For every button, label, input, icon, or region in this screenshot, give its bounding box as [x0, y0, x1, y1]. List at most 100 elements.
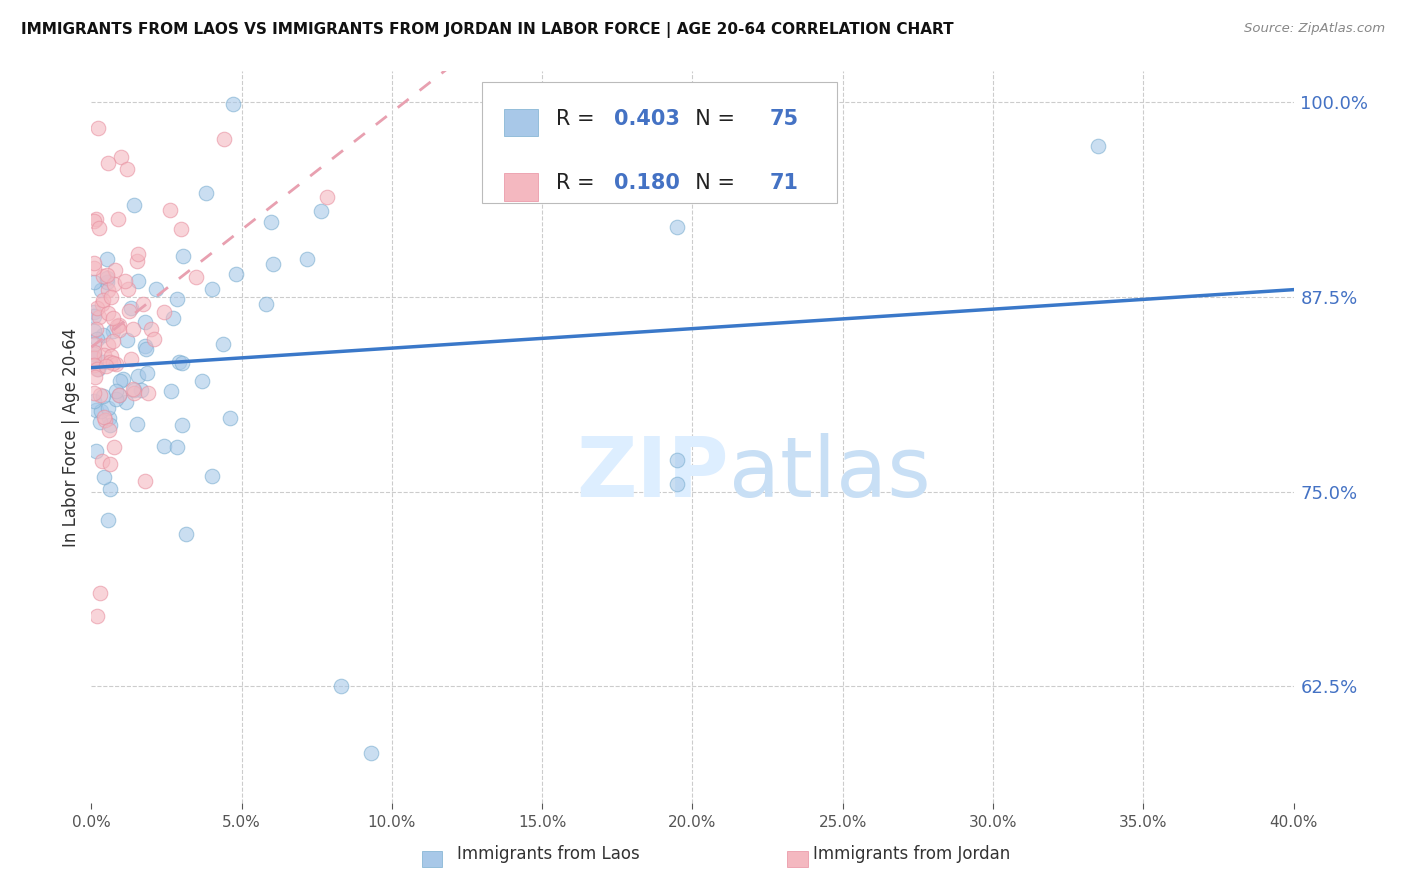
Point	[89, 388, 111, 402]
Point	[110, 374, 132, 388]
Point	[174, 527, 197, 541]
Text: ZIP: ZIP	[576, 434, 728, 514]
Point	[91, 355, 114, 369]
Point	[98, 423, 121, 437]
Point	[96, 275, 118, 289]
Point	[84, 211, 107, 226]
Text: IMMIGRANTS FROM LAOS VS IMMIGRANTS FROM JORDAN IN LABOR FORCE | AGE 20-64 CORREL: IMMIGRANTS FROM LAOS VS IMMIGRANTS FROM …	[21, 22, 953, 38]
Point	[225, 267, 247, 281]
Y-axis label: In Labor Force | Age 20-64: In Labor Force | Age 20-64	[62, 327, 80, 547]
Point	[125, 417, 148, 431]
Point	[103, 440, 125, 454]
Point	[97, 283, 120, 297]
Point	[83, 346, 105, 360]
Point	[139, 322, 162, 336]
Point	[104, 392, 127, 406]
Point	[103, 277, 125, 291]
Point	[84, 444, 107, 458]
Point	[212, 132, 235, 146]
Point	[170, 222, 193, 236]
Point	[83, 324, 105, 338]
Point	[90, 296, 112, 310]
Point	[134, 339, 156, 353]
Point	[91, 293, 114, 308]
Point	[191, 374, 214, 388]
Point	[83, 337, 105, 351]
Point	[108, 388, 131, 402]
Point	[98, 457, 121, 471]
Point	[101, 334, 124, 348]
Text: R =: R =	[555, 173, 602, 194]
Point	[89, 220, 111, 235]
Point	[162, 310, 184, 325]
Point	[83, 213, 105, 227]
Bar	[503, 109, 538, 136]
Text: Immigrants from Jordan: Immigrants from Jordan	[813, 845, 1010, 863]
Point	[83, 393, 105, 408]
Point	[666, 476, 689, 491]
Point	[159, 202, 181, 217]
Point	[90, 403, 112, 417]
Point	[108, 323, 131, 337]
Point	[254, 297, 277, 311]
Point	[114, 274, 136, 288]
Point	[153, 438, 176, 452]
Point	[127, 274, 149, 288]
Point	[83, 358, 105, 372]
Point	[309, 203, 332, 218]
Point	[184, 269, 207, 284]
Point	[111, 372, 134, 386]
Point	[93, 409, 115, 424]
Point	[86, 301, 108, 316]
Point	[117, 333, 139, 347]
Point	[105, 384, 128, 398]
Text: N =: N =	[682, 109, 742, 129]
Point	[101, 357, 124, 371]
Point	[166, 441, 188, 455]
Point	[91, 454, 114, 468]
Point	[93, 413, 115, 427]
Point	[136, 386, 159, 401]
Point	[105, 357, 128, 371]
Point	[295, 252, 318, 267]
Point	[167, 355, 190, 369]
Point	[117, 282, 139, 296]
Point	[96, 252, 118, 267]
Point	[127, 247, 149, 261]
Point	[91, 389, 114, 403]
Point	[316, 189, 339, 203]
Point	[83, 345, 105, 359]
Point	[262, 257, 284, 271]
Point	[100, 418, 122, 433]
Point	[107, 211, 129, 226]
Point	[97, 338, 120, 352]
Point	[86, 362, 108, 376]
Point	[172, 249, 194, 263]
Point	[86, 332, 108, 346]
Point	[83, 305, 105, 319]
Point	[122, 384, 145, 398]
Point	[107, 318, 129, 332]
Point	[97, 156, 120, 170]
Point	[91, 327, 114, 342]
Point	[125, 253, 148, 268]
Point	[360, 746, 382, 760]
Point	[129, 383, 152, 397]
Point	[143, 332, 166, 346]
Point	[134, 474, 156, 488]
Point	[91, 268, 114, 283]
Point	[219, 411, 242, 425]
Text: atlas: atlas	[728, 434, 931, 514]
Point	[98, 355, 121, 369]
Text: 75: 75	[770, 109, 799, 129]
Point	[110, 150, 132, 164]
Point	[96, 268, 118, 283]
Point	[101, 310, 124, 325]
Point	[97, 401, 120, 416]
Point	[89, 415, 111, 429]
Point	[134, 315, 156, 329]
Point	[115, 161, 138, 176]
Point	[170, 417, 193, 432]
Point	[172, 356, 194, 370]
Point	[90, 284, 112, 298]
